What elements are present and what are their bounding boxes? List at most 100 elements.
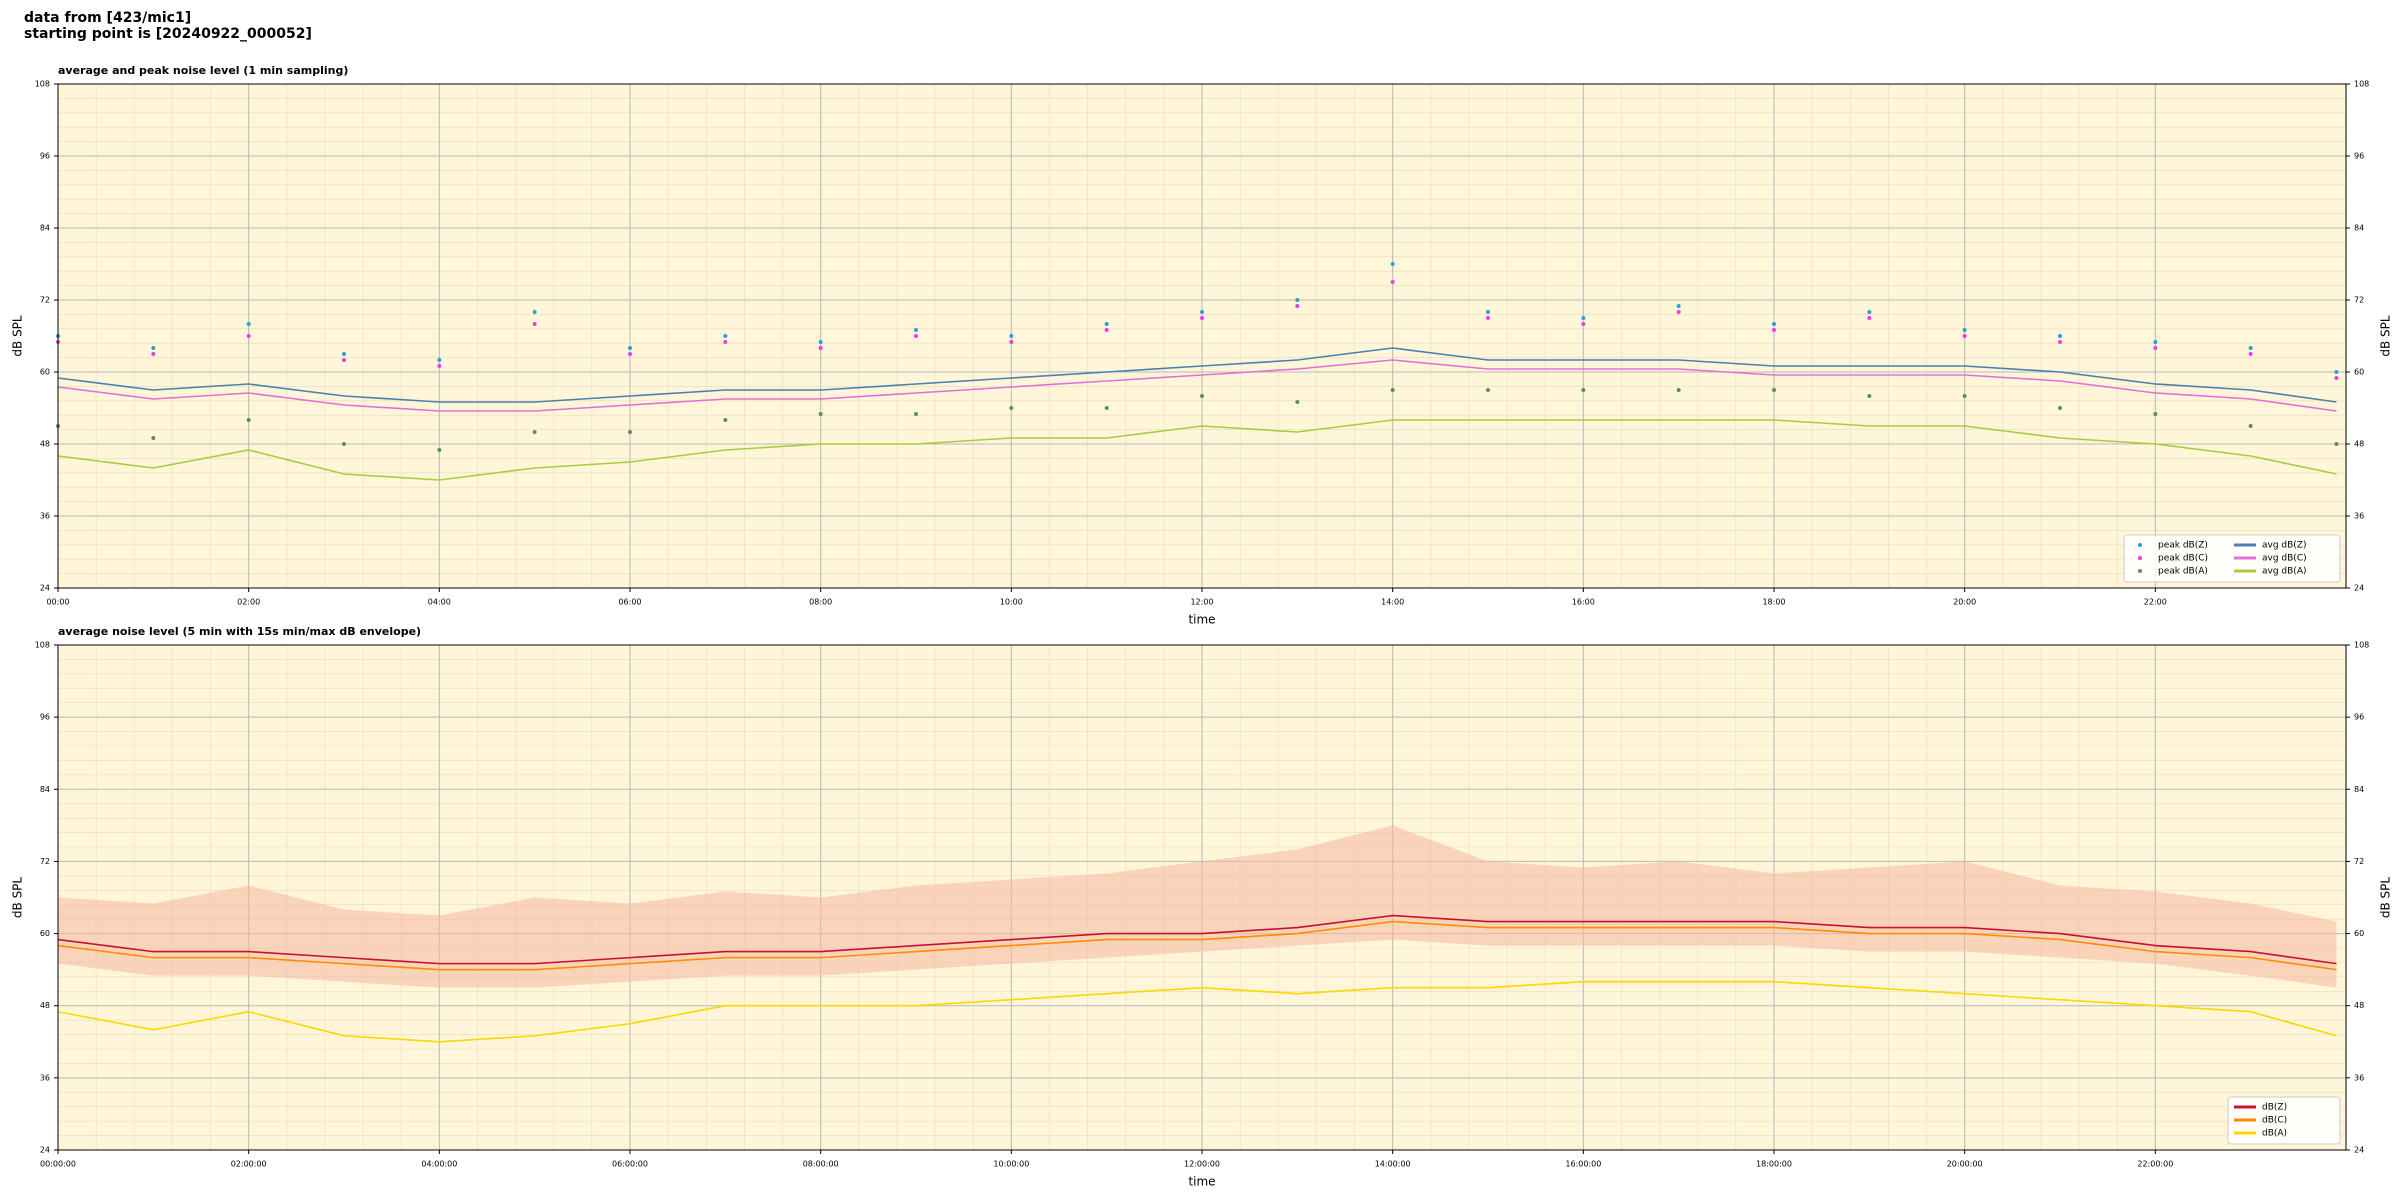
y2-axis-label: dB SPL	[2379, 315, 2393, 357]
header-line: starting point is [20240922_000052]	[24, 26, 312, 42]
series-point	[2248, 346, 2253, 350]
series-point	[1390, 262, 1395, 266]
x-tick-label: 18:00	[1762, 598, 1785, 607]
x-tick-label: 04:00	[428, 598, 451, 607]
y-tick-label: 84	[40, 785, 50, 794]
y-tick-label: 24	[40, 584, 50, 593]
y2-tick-label: 108	[2354, 80, 2369, 89]
envelope	[58, 825, 2337, 988]
series-point	[1486, 316, 1490, 320]
series-point	[2334, 370, 2339, 374]
y-tick-label: 60	[40, 368, 50, 377]
series-point	[1772, 388, 1776, 392]
y-tick-label: 48	[40, 440, 50, 449]
series-point	[1962, 334, 1967, 338]
legend-label: dB(Z)	[2262, 1103, 2287, 1113]
y-tick-label: 48	[40, 1001, 50, 1010]
x-tick-label: 16:00:00	[1565, 1160, 1601, 1169]
chart-title: average noise level (5 min with 15s min/…	[58, 625, 421, 638]
y2-tick-label: 72	[2354, 857, 2364, 866]
y-tick-label: 72	[40, 857, 50, 866]
series-point	[818, 346, 823, 350]
series-point	[246, 334, 251, 338]
series-point	[914, 334, 918, 338]
x-tick-label: 02:00	[237, 598, 260, 607]
y2-tick-label: 36	[2354, 512, 2364, 521]
series-point	[437, 358, 442, 362]
series-point	[914, 328, 918, 332]
series-point	[1009, 334, 1014, 338]
x-tick-label: 10:00	[1000, 598, 1023, 607]
x-tick-label: 10:00:00	[993, 1160, 1029, 1169]
x-tick-label: 20:00	[1953, 598, 1976, 607]
series-point	[437, 448, 442, 452]
series-point	[1867, 316, 1872, 320]
series-point	[1867, 310, 1872, 314]
series-point	[723, 340, 728, 344]
legend-label: peak dB(A)	[2158, 567, 2208, 577]
series-point	[1390, 280, 1395, 284]
y-axis-label: dB SPL	[11, 877, 25, 919]
x-tick-label: 04:00:00	[421, 1160, 457, 1169]
y-tick-label: 36	[40, 512, 50, 521]
y2-tick-label: 72	[2354, 296, 2364, 305]
series-point	[1200, 310, 1204, 314]
series-point	[2058, 340, 2062, 344]
x-tick-label: 00:00:00	[40, 1160, 76, 1169]
y2-tick-label: 60	[2354, 929, 2364, 938]
x-tick-label: 22:00	[2144, 598, 2167, 607]
x-tick-label: 02:00:00	[231, 1160, 267, 1169]
y2-tick-label: 60	[2354, 368, 2364, 377]
series-point	[151, 352, 156, 356]
y2-tick-label: 36	[2354, 1073, 2364, 1082]
y-tick-label: 60	[40, 929, 50, 938]
y-axis-label: dB SPL	[11, 315, 25, 357]
series-point	[1009, 340, 1014, 344]
y2-tick-label: 24	[2354, 1146, 2364, 1155]
plot-frame	[57, 644, 2347, 1151]
series-point	[151, 436, 156, 440]
y-tick-label: 96	[40, 152, 50, 161]
series-point	[723, 418, 728, 422]
plot-frame	[57, 83, 2347, 589]
series-point	[532, 310, 537, 314]
series-point	[246, 418, 251, 422]
series-point	[1962, 394, 1967, 398]
series-point	[628, 352, 632, 356]
legend-label: peak dB(Z)	[2158, 541, 2208, 551]
series-point	[2058, 334, 2062, 338]
series-point	[2334, 442, 2339, 446]
series-point	[532, 430, 537, 434]
y2-tick-label: 48	[2354, 1001, 2364, 1010]
series-point	[1104, 328, 1109, 332]
y-tick-label: 24	[40, 1146, 50, 1155]
series-point	[342, 352, 346, 356]
series-point	[1486, 388, 1490, 392]
series-point	[818, 412, 823, 416]
series-point	[1009, 406, 1014, 410]
series-point	[151, 346, 156, 350]
series-line	[57, 914, 2337, 965]
series-point	[1772, 322, 1776, 326]
series-point	[2248, 424, 2253, 428]
series-point	[2334, 376, 2339, 380]
x-tick-label: 06:00:00	[612, 1160, 648, 1169]
series-point	[1581, 316, 1586, 320]
series-point	[2058, 406, 2062, 410]
y-tick-label: 108	[35, 80, 50, 89]
series-point	[246, 322, 251, 326]
y-tick-label: 72	[40, 296, 50, 305]
series-point	[1486, 310, 1490, 314]
legend-label: peak dB(C)	[2158, 554, 2208, 564]
series-point	[1962, 328, 1967, 332]
series-point	[1676, 388, 1681, 392]
header-line: data from [423/mic1]	[24, 10, 191, 26]
x-tick-label: 14:00:00	[1375, 1160, 1411, 1169]
chart-title: average and peak noise level (1 min samp…	[58, 64, 348, 77]
series-line	[57, 419, 2337, 481]
series-point	[1104, 322, 1109, 326]
series-point	[1295, 400, 1300, 404]
series-point	[914, 412, 918, 416]
y-tick-label: 36	[40, 1073, 50, 1082]
legend-label: dB(A)	[2262, 1129, 2287, 1139]
